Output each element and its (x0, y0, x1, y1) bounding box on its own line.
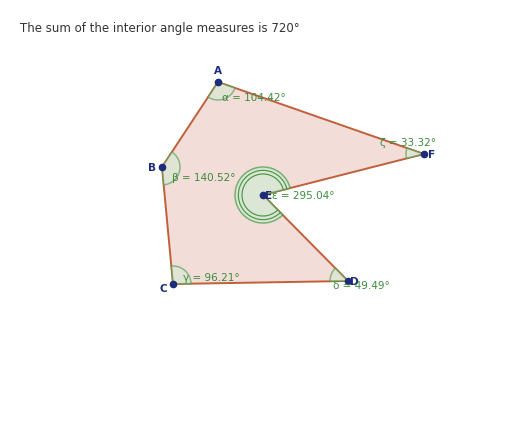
Text: E: E (265, 190, 272, 201)
Wedge shape (406, 149, 424, 159)
Wedge shape (330, 268, 348, 282)
Text: γ = 96.21°: γ = 96.21° (183, 272, 240, 282)
Wedge shape (162, 153, 180, 185)
Text: A: A (214, 66, 222, 76)
Text: The sum of the interior angle measures is 720°: The sum of the interior angle measures i… (20, 22, 300, 35)
Polygon shape (162, 83, 424, 284)
Text: β = 140.52°: β = 140.52° (172, 173, 236, 183)
Text: B: B (148, 163, 156, 173)
Wedge shape (235, 167, 290, 224)
Text: D: D (350, 276, 358, 286)
Wedge shape (208, 83, 235, 101)
Text: ζ = 33.32°: ζ = 33.32° (380, 138, 436, 148)
Text: δ = 49.49°: δ = 49.49° (333, 280, 390, 290)
Text: C: C (159, 283, 167, 294)
Text: ε = 295.04°: ε = 295.04° (272, 190, 334, 201)
Wedge shape (172, 266, 191, 284)
Text: α = 104.42°: α = 104.42° (222, 93, 286, 103)
Text: F: F (429, 150, 436, 160)
